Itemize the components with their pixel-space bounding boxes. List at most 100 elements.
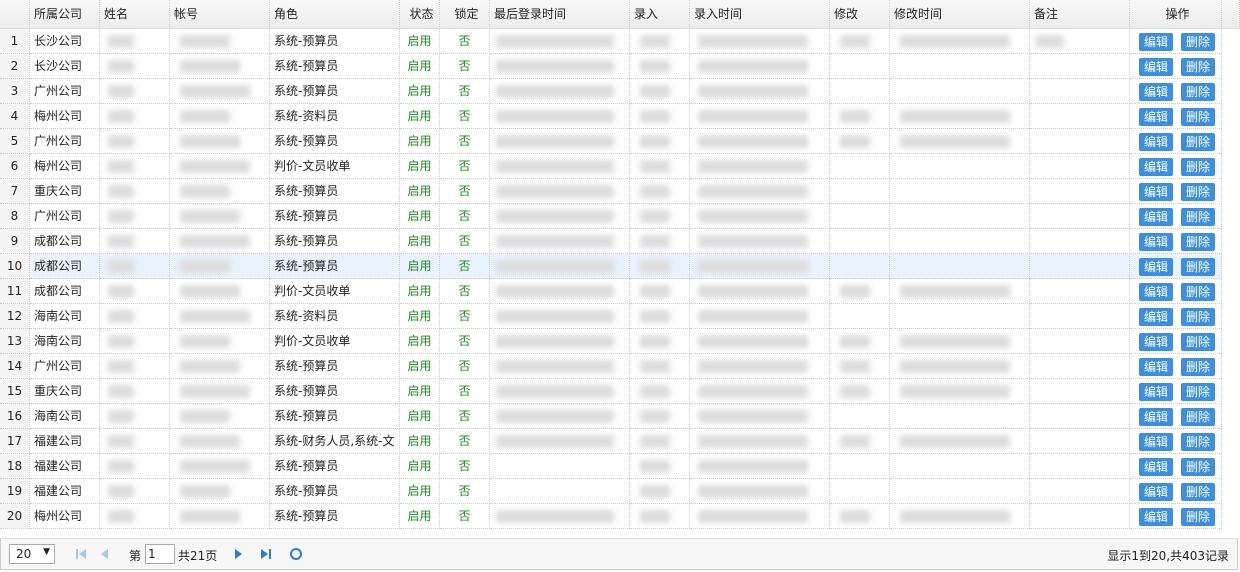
redacted (180, 510, 240, 523)
locked: 否 (440, 179, 490, 204)
status: 启用 (400, 329, 440, 354)
delete-button[interactable]: 删除 (1181, 458, 1215, 476)
cell (1030, 429, 1130, 454)
company: 海南公司 (30, 304, 100, 329)
cell (1030, 154, 1130, 179)
delete-button[interactable]: 删除 (1181, 183, 1215, 201)
role: 系统-预算员 (270, 129, 400, 154)
cell (830, 404, 890, 429)
edit-button[interactable]: 编辑 (1139, 258, 1173, 276)
delete-button[interactable]: 删除 (1181, 233, 1215, 251)
delete-button[interactable]: 删除 (1181, 433, 1215, 451)
row-number: 18 (0, 454, 30, 479)
edit-button[interactable]: 编辑 (1139, 183, 1173, 201)
redacted (900, 285, 1010, 298)
edit-button[interactable]: 编辑 (1139, 133, 1173, 151)
delete-button[interactable]: 删除 (1181, 333, 1215, 351)
cell (830, 304, 890, 329)
delete-button[interactable]: 删除 (1181, 158, 1215, 176)
edit-button[interactable]: 编辑 (1139, 408, 1173, 426)
delete-button[interactable]: 删除 (1181, 133, 1215, 151)
delete-button[interactable]: 删除 (1181, 83, 1215, 101)
redacted (640, 60, 670, 73)
company: 梅州公司 (30, 104, 100, 129)
page-input[interactable]: 1 (145, 544, 175, 564)
redacted (180, 160, 250, 173)
status: 启用 (400, 379, 440, 404)
company: 成都公司 (30, 254, 100, 279)
redacted (496, 285, 614, 298)
redacted (698, 110, 808, 123)
header-cell: 修改 (830, 0, 890, 29)
company: 海南公司 (30, 329, 100, 354)
status: 启用 (400, 29, 440, 54)
delete-button[interactable]: 删除 (1181, 483, 1215, 501)
delete-button[interactable]: 删除 (1181, 508, 1215, 526)
edit-button[interactable]: 编辑 (1139, 383, 1173, 401)
edit-button[interactable]: 编辑 (1139, 283, 1173, 301)
role: 系统-预算员 (270, 229, 400, 254)
cell (1030, 279, 1130, 304)
cell (1030, 229, 1130, 254)
redacted (496, 385, 614, 398)
delete-button[interactable]: 删除 (1181, 408, 1215, 426)
header-cell: 角色 (270, 0, 400, 29)
edit-button[interactable]: 编辑 (1139, 508, 1173, 526)
company: 成都公司 (30, 229, 100, 254)
row-number: 3 (0, 79, 30, 104)
role: 系统-预算员 (270, 454, 400, 479)
redacted (108, 510, 134, 523)
cell (890, 204, 1030, 229)
delete-button[interactable]: 删除 (1181, 108, 1215, 126)
edit-button[interactable]: 编辑 (1139, 83, 1173, 101)
locked: 否 (440, 479, 490, 504)
redacted (108, 185, 134, 198)
delete-button[interactable]: 删除 (1181, 358, 1215, 376)
company: 重庆公司 (30, 179, 100, 204)
redacted (108, 135, 134, 148)
edit-button[interactable]: 编辑 (1139, 108, 1173, 126)
delete-button[interactable]: 删除 (1181, 308, 1215, 326)
role: 系统-预算员 (270, 354, 400, 379)
edit-button[interactable]: 编辑 (1139, 33, 1173, 51)
redacted (108, 435, 134, 448)
cell (890, 229, 1030, 254)
page-prefix: 第 (129, 549, 142, 563)
dropdown-arrow: ▼ (43, 547, 50, 557)
locked: 否 (440, 354, 490, 379)
redacted (900, 110, 1010, 123)
redacted (496, 110, 614, 123)
delete-button[interactable]: 删除 (1181, 33, 1215, 51)
edit-button[interactable]: 编辑 (1139, 208, 1173, 226)
edit-button[interactable]: 编辑 (1139, 333, 1173, 351)
edit-button[interactable]: 编辑 (1139, 308, 1173, 326)
delete-button[interactable]: 删除 (1181, 208, 1215, 226)
locked: 否 (440, 79, 490, 104)
delete-button[interactable]: 删除 (1181, 283, 1215, 301)
edit-button[interactable]: 编辑 (1139, 358, 1173, 376)
role: 系统-预算员 (270, 204, 400, 229)
cell (1030, 54, 1130, 79)
edit-button[interactable]: 编辑 (1139, 233, 1173, 251)
edit-button[interactable]: 编辑 (1139, 433, 1173, 451)
redacted (698, 235, 808, 248)
edit-button[interactable]: 编辑 (1139, 458, 1173, 476)
cell (1030, 204, 1130, 229)
delete-button[interactable]: 删除 (1181, 258, 1215, 276)
company: 成都公司 (30, 279, 100, 304)
delete-button[interactable]: 删除 (1181, 58, 1215, 76)
redacted (108, 285, 134, 298)
redacted (840, 35, 870, 48)
cell (890, 479, 1030, 504)
redacted (640, 410, 670, 423)
delete-button[interactable]: 删除 (1181, 383, 1215, 401)
edit-button[interactable]: 编辑 (1139, 483, 1173, 501)
row-number: 11 (0, 279, 30, 304)
edit-button[interactable]: 编辑 (1139, 58, 1173, 76)
page-size-select[interactable]: 20 ▼ (9, 544, 55, 564)
redacted (496, 310, 614, 323)
redacted (640, 85, 670, 98)
edit-button[interactable]: 编辑 (1139, 158, 1173, 176)
cell (100, 54, 170, 79)
